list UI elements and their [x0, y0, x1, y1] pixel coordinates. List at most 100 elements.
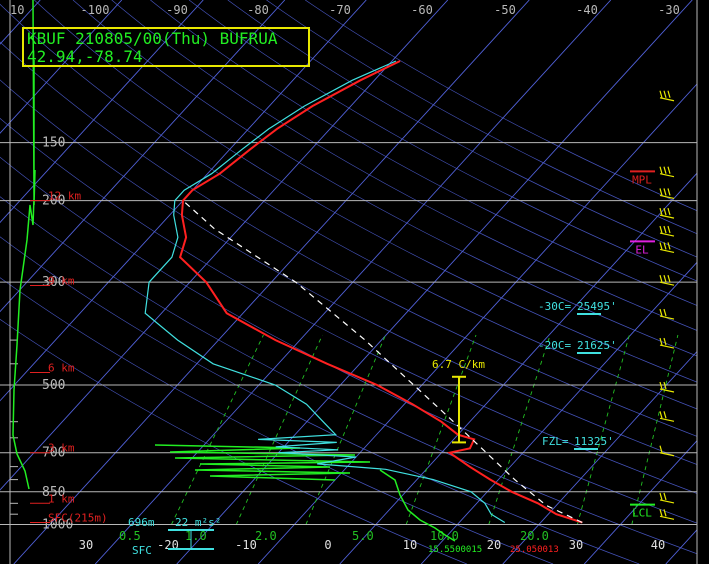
green-trace-low [379, 469, 456, 542]
mixing-ratio-line [488, 334, 551, 525]
mixing-ratio-line [631, 334, 679, 525]
level-marker-label: LCL [632, 507, 652, 520]
bottom-temperature-label: 40 [651, 538, 665, 552]
wind-barb-flag [667, 242, 671, 250]
isobar-label: 200 [42, 194, 65, 209]
freezing-level-value: 11325' [574, 435, 614, 448]
wind-barb-flag [659, 492, 663, 501]
bottom-temperature-label: 0 [324, 538, 331, 552]
wind-barb-staff [659, 388, 675, 393]
surface-dewpoint-value: 15.5500015 [428, 545, 482, 555]
level-marker-label: EL [635, 243, 649, 256]
top-temperature-label: -60 [411, 3, 433, 17]
inflow-depth-label: 696m [128, 516, 155, 529]
parcel-line [182, 200, 583, 524]
freezing-level-value: 25495' [577, 300, 617, 313]
isotherm-line [583, 440, 697, 564]
top-temperature-label: -80 [247, 3, 269, 17]
wind-barb-flag [663, 166, 667, 174]
top-temperature-label: -90 [166, 3, 188, 17]
wind-barb-staff [659, 315, 675, 320]
lapse-rate-label: 6.7 C/km [432, 358, 485, 371]
bottom-temperature-label: 30 [569, 538, 583, 552]
isobar-label: 300 [42, 275, 65, 290]
freezing-level-label: FZL= [542, 435, 569, 448]
dry-adiabat-line [227, 0, 697, 258]
isobar-label: 700 [42, 446, 65, 461]
freezing-level-label: -30C= [538, 300, 571, 313]
annotations: MPL EL LCL -30C= 25495' -20C= 21625' FZL= 11325'… [128, 170, 655, 557]
mixing-ratio-label: 1.0 [185, 529, 207, 543]
mixing-ratio-line [235, 334, 323, 525]
axis-labels: 10 -100 -90 -80 -70 -60 -50 -40 -30-20 -10 0 10 20 30… [10, 3, 680, 552]
top-temperature-label: -40 [576, 3, 598, 17]
dry-adiabat-line [0, 318, 467, 564]
wind-barb-flag [663, 207, 667, 216]
wind-barb-flag [663, 337, 667, 346]
height-label: SFC(215m) [48, 511, 108, 524]
wind-barb-flag [667, 225, 671, 234]
height-label: 3 km [48, 442, 75, 455]
wind-barb-flag [667, 275, 671, 283]
isobar-label: 150 [42, 136, 65, 151]
wind-barb-staff [659, 248, 675, 254]
wind-barb-flag [663, 411, 667, 419]
wind-barb-flag [659, 188, 663, 196]
bottom-temperature-label: 20 [487, 538, 501, 552]
isobar-label: 500 [42, 378, 65, 393]
height-label: 6 km [48, 362, 75, 375]
mixing-ratio-lines: 0.5 1.0 2.0 5.0 10.0 20.0 [119, 334, 679, 543]
mixing-ratio-line [576, 334, 630, 525]
isotherm-line [502, 350, 697, 564]
isotherm-line [0, 0, 204, 224]
wind-barb-flag [659, 411, 663, 419]
wind-barb-staff [659, 194, 675, 200]
wind-barb-flag [659, 509, 663, 517]
wind-barb-flag [659, 242, 663, 250]
height-label: 1 km [48, 492, 75, 505]
wind-barb-staff [659, 452, 675, 457]
green-trace-line [12, 0, 36, 490]
height-label: 9 km [48, 275, 75, 288]
dewpoint-line [144, 60, 506, 524]
wind-barb-staff [659, 417, 675, 422]
wind-barb-flag [659, 337, 663, 346]
wind-barb-flag [663, 188, 667, 196]
wind-barb-staff [659, 214, 675, 219]
wind-barb-flag [663, 509, 667, 517]
isotherm-line [0, 0, 123, 134]
wind-barb-flag [663, 308, 667, 317]
station-title-box: KBUF 210805/00(Thu) BUFRUA 42.94,-78.74 [22, 27, 310, 67]
top-temperature-label: -50 [494, 3, 516, 17]
wind-barb-flag [659, 275, 663, 283]
mixing-ratio-line [305, 334, 386, 525]
station-title: KBUF 210805/00(Thu) BUFRUA [27, 29, 278, 48]
bottom-temperature-label: -10 [235, 538, 257, 552]
level-marker-label: MPL [632, 173, 652, 186]
height-label: 12 km [48, 190, 81, 203]
green-trace [12, 0, 456, 542]
wind-barb-staff [659, 499, 675, 504]
station-coordinates: 42.94,-78.74 [27, 47, 143, 66]
wind-barb-staff [659, 344, 675, 349]
wind-barb-flag [663, 242, 667, 250]
wind-barb-flag [663, 492, 667, 501]
surface-temperature-value: 25.050013 [510, 545, 559, 555]
wind-barb-flag [667, 166, 671, 174]
surface-label: SFC [132, 544, 152, 557]
wind-barb-staff [659, 173, 675, 178]
wind-barb-flag [659, 308, 663, 317]
mixing-ratio-line [405, 334, 477, 525]
wind-barbs [659, 90, 675, 520]
isobar-label: 850 [42, 485, 65, 500]
top-temperature-label: -70 [329, 3, 351, 17]
wind-barb-flag [667, 188, 671, 196]
wind-barb-flag [663, 90, 667, 98]
wind-barb-staff [659, 515, 675, 520]
mixing-ratio-label: 5.0 [352, 529, 374, 543]
wind-barb-staff [659, 97, 675, 102]
wind-barb-flag [659, 207, 663, 216]
isobar-label: 1000 [42, 518, 73, 533]
